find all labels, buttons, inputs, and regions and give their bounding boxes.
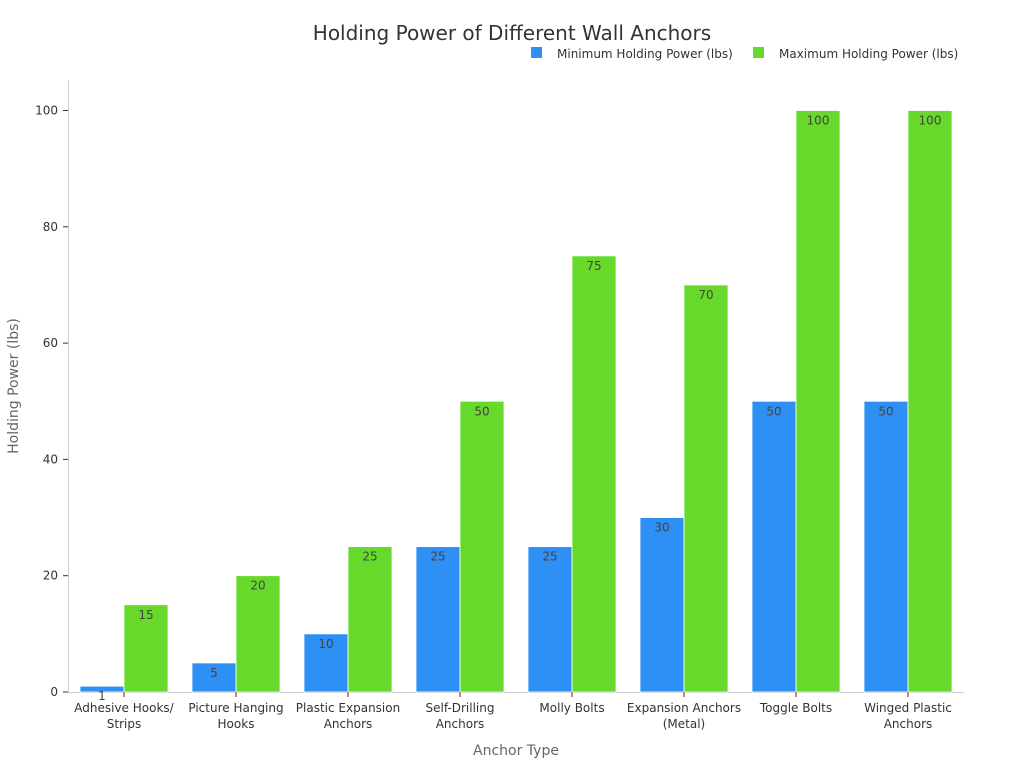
min-bar[interactable] bbox=[751, 400, 797, 693]
max-bar[interactable] bbox=[235, 575, 281, 693]
max-bar[interactable] bbox=[123, 604, 169, 693]
y-tick-label: 100 bbox=[35, 104, 58, 118]
y-axis-ticks: 0 20 40 60 80 100 bbox=[35, 104, 68, 699]
min-bar[interactable] bbox=[415, 546, 461, 693]
min-bar[interactable] bbox=[191, 662, 237, 693]
chart-title: Holding Power of Different Wall Anchors bbox=[313, 21, 711, 45]
x-tick-label: Anchors bbox=[884, 717, 933, 731]
legend-swatch bbox=[753, 47, 764, 58]
x-tick-label: Toggle Bolts bbox=[759, 701, 832, 715]
y-tick-label: 0 bbox=[50, 685, 58, 699]
min-bar[interactable] bbox=[639, 517, 685, 693]
legend[interactable]: Minimum Holding Power (lbs) Maximum Holdi… bbox=[531, 47, 958, 61]
y-tick-label: 60 bbox=[43, 336, 58, 350]
min-bar[interactable] bbox=[863, 400, 909, 693]
x-tick-label: Plastic Expansion bbox=[296, 701, 400, 715]
data-label: 25 bbox=[362, 550, 377, 564]
max-bar[interactable] bbox=[683, 284, 729, 693]
data-label: 20 bbox=[250, 579, 265, 593]
data-label: 30 bbox=[654, 521, 669, 535]
x-tick-label: Strips bbox=[107, 717, 141, 731]
data-label: 100 bbox=[919, 114, 942, 128]
data-label: 75 bbox=[586, 259, 601, 273]
data-label: 15 bbox=[138, 608, 153, 622]
legend-label: Maximum Holding Power (lbs) bbox=[779, 47, 958, 61]
data-label: 10 bbox=[318, 637, 333, 651]
min-bar[interactable] bbox=[527, 546, 573, 693]
data-label: 25 bbox=[430, 550, 445, 564]
x-axis-ticks: Adhesive Hooks/Strips Picture Hanging Hook… bbox=[74, 692, 952, 731]
data-label: 100 bbox=[807, 114, 830, 128]
x-tick-label: Molly Bolts bbox=[539, 701, 604, 715]
max-bar[interactable] bbox=[571, 255, 617, 693]
max-bar[interactable] bbox=[907, 110, 953, 693]
x-tick-label: Hooks bbox=[218, 717, 255, 731]
x-tick-label: Adhesive Hooks/ bbox=[74, 701, 174, 715]
min-bar[interactable] bbox=[303, 633, 349, 693]
x-tick-label: Anchors bbox=[436, 717, 485, 731]
max-bar[interactable] bbox=[347, 546, 393, 693]
data-label: 50 bbox=[474, 404, 489, 418]
data-label: 1 bbox=[98, 689, 106, 703]
data-label: 70 bbox=[698, 288, 713, 302]
data-label: 50 bbox=[878, 404, 893, 418]
data-label: 25 bbox=[542, 550, 557, 564]
y-tick-label: 80 bbox=[43, 220, 58, 234]
legend-label: Minimum Holding Power (lbs) bbox=[557, 47, 733, 61]
x-tick-label: Self-Drilling bbox=[426, 701, 495, 715]
max-bar[interactable] bbox=[795, 110, 841, 693]
bars: 1 15 5 20 10 25 25 50 25 75 30 70 50 100 50 100 bbox=[79, 110, 953, 703]
y-tick-label: 40 bbox=[43, 452, 58, 466]
data-label: 50 bbox=[766, 404, 781, 418]
x-axis-title: Anchor Type bbox=[473, 743, 559, 759]
x-tick-label: Picture Hanging bbox=[188, 701, 283, 715]
y-tick-label: 20 bbox=[43, 569, 58, 583]
x-tick-label: Anchors bbox=[324, 717, 373, 731]
x-tick-label: Expansion Anchors bbox=[627, 701, 741, 715]
max-bar[interactable] bbox=[459, 400, 505, 693]
x-tick-label: (Metal) bbox=[663, 717, 706, 731]
y-axis-title: Holding Power (lbs) bbox=[6, 318, 22, 454]
legend-swatch bbox=[531, 47, 542, 58]
x-tick-label: Winged Plastic bbox=[864, 701, 952, 715]
data-label: 5 bbox=[210, 666, 218, 680]
